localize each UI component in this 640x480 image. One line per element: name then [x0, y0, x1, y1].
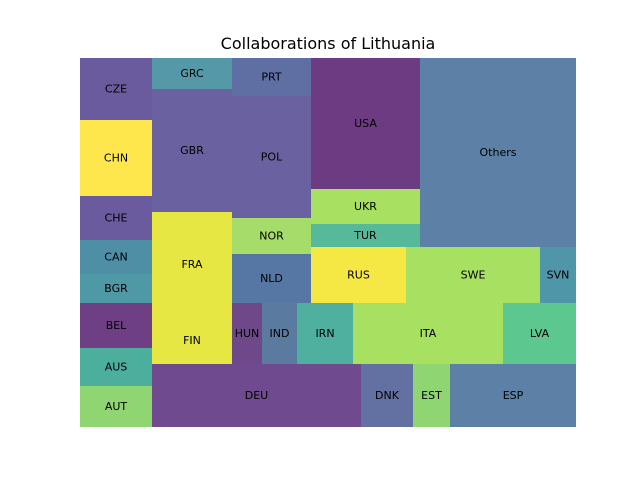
treemap-rect-est: [413, 364, 450, 427]
treemap-label-nld: NLD: [260, 272, 283, 285]
treemap-cell-chn: CHN: [80, 120, 152, 196]
treemap-cells: CZE CHN CHE CAN BGR BEL AUS AUT GRC GBR FRA FIN PRT P…: [80, 58, 576, 427]
treemap-cell-bgr: BGR: [80, 274, 152, 303]
treemap-rect-esp: [450, 364, 576, 427]
treemap-rect-cze: [80, 58, 152, 120]
treemap-label-others: Others: [480, 146, 517, 159]
treemap-cell-irn: IRN: [297, 303, 353, 364]
treemap-cell-est: EST: [413, 364, 450, 427]
treemap-rect-others: [420, 58, 576, 247]
treemap-label-usa: USA: [354, 117, 377, 130]
treemap-cell-prt: PRT: [232, 58, 311, 96]
treemap-label-deu: DEU: [245, 389, 268, 402]
treemap-label-est: EST: [421, 389, 442, 402]
treemap-label-swe: SWE: [461, 269, 486, 282]
treemap-label-irn: IRN: [315, 327, 334, 340]
treemap-rect-swe: [406, 247, 540, 303]
treemap-rect-dnk: [361, 364, 413, 427]
treemap-label-che: CHE: [105, 212, 128, 225]
treemap-cell-usa: USA: [311, 58, 420, 189]
treemap-label-fra: FRA: [181, 258, 203, 271]
treemap-rect-nor: [232, 218, 311, 254]
treemap-label-rus: RUS: [347, 269, 370, 282]
treemap-rect-svn: [540, 247, 576, 303]
treemap-rect-tur: [311, 224, 420, 247]
treemap-rect-deu: [152, 364, 361, 427]
treemap-label-gbr: GBR: [180, 144, 204, 157]
treemap-cell-che: CHE: [80, 196, 152, 240]
treemap-label-hun: HUN: [235, 327, 260, 340]
treemap-rect-aus: [80, 348, 152, 386]
treemap-rect-chn: [80, 120, 152, 196]
treemap-cell-grc: GRC: [152, 58, 232, 89]
treemap-label-ind: IND: [270, 327, 290, 340]
treemap-cell-bel: BEL: [80, 303, 152, 348]
treemap-label-bgr: BGR: [104, 282, 128, 295]
treemap-rect-bgr: [80, 274, 152, 303]
treemap-label-esp: ESP: [503, 389, 524, 402]
treemap-label-grc: GRC: [180, 67, 204, 80]
treemap-cell-nor: NOR: [232, 218, 311, 254]
treemap-cell-dnk: DNK: [361, 364, 413, 427]
treemap-rect-nld: [232, 254, 311, 303]
treemap-label-bel: BEL: [106, 319, 127, 332]
treemap-label-can: CAN: [104, 251, 127, 264]
treemap-label-ukr: UKR: [354, 200, 377, 213]
treemap-cell-deu: DEU: [152, 364, 361, 427]
treemap-rect-fra: [152, 212, 232, 317]
treemap-cell-fin: FIN: [152, 317, 232, 364]
treemap-cell-hun: HUN: [232, 303, 262, 364]
treemap-label-nor: NOR: [259, 230, 284, 243]
treemap-cell-swe: SWE: [406, 247, 540, 303]
treemap-cell-lva: LVA: [503, 303, 576, 364]
treemap-label-svn: SVN: [547, 269, 570, 282]
treemap-cell-pol: POL: [232, 96, 311, 218]
treemap-cell-fra: FRA: [152, 212, 232, 317]
treemap-label-lva: LVA: [530, 327, 550, 340]
treemap-rect-fin: [152, 317, 232, 364]
treemap-cell-rus: RUS: [311, 247, 406, 303]
treemap-rect-che: [80, 196, 152, 240]
treemap-rect-rus: [311, 247, 406, 303]
treemap-label-fin: FIN: [183, 334, 201, 347]
treemap-rect-can: [80, 240, 152, 274]
treemap-cell-aut: AUT: [80, 386, 152, 427]
treemap-label-ita: ITA: [420, 327, 437, 340]
treemap-label-aut: AUT: [105, 400, 128, 413]
treemap-cell-ita: ITA: [353, 303, 503, 364]
treemap-rect-ind: [262, 303, 297, 364]
chart-title: Collaborations of Lithuania: [221, 34, 436, 53]
treemap-cell-can: CAN: [80, 240, 152, 274]
treemap-rect-grc: [152, 58, 232, 89]
treemap-rect-ukr: [311, 189, 420, 224]
treemap-cell-svn: SVN: [540, 247, 576, 303]
treemap-rect-aut: [80, 386, 152, 427]
treemap-label-dnk: DNK: [375, 389, 400, 402]
treemap-cell-tur: TUR: [311, 224, 420, 247]
treemap-cell-aus: AUS: [80, 348, 152, 386]
treemap-cell-esp: ESP: [450, 364, 576, 427]
treemap-cell-others: Others: [420, 58, 576, 247]
treemap-cell-nld: NLD: [232, 254, 311, 303]
treemap-label-aus: AUS: [105, 361, 128, 374]
treemap-label-cze: CZE: [105, 83, 127, 96]
treemap-cell-gbr: GBR: [152, 89, 232, 212]
treemap-label-chn: CHN: [104, 152, 128, 165]
treemap-rect-prt: [232, 58, 311, 96]
treemap-cell-ukr: UKR: [311, 189, 420, 224]
treemap-label-prt: PRT: [261, 71, 281, 84]
treemap-rect-gbr: [152, 89, 232, 212]
treemap-cell-ind: IND: [262, 303, 297, 364]
treemap-rect-pol: [232, 96, 311, 218]
treemap-cell-cze: CZE: [80, 58, 152, 120]
treemap-rect-ita: [353, 303, 503, 364]
treemap-rect-lva: [503, 303, 576, 364]
treemap-rect-irn: [297, 303, 353, 364]
treemap-rect-usa: [311, 58, 420, 189]
treemap-label-pol: POL: [261, 151, 283, 164]
treemap-rect-hun: [232, 303, 262, 364]
treemap-label-tur: TUR: [353, 229, 377, 242]
treemap-rect-bel: [80, 303, 152, 348]
